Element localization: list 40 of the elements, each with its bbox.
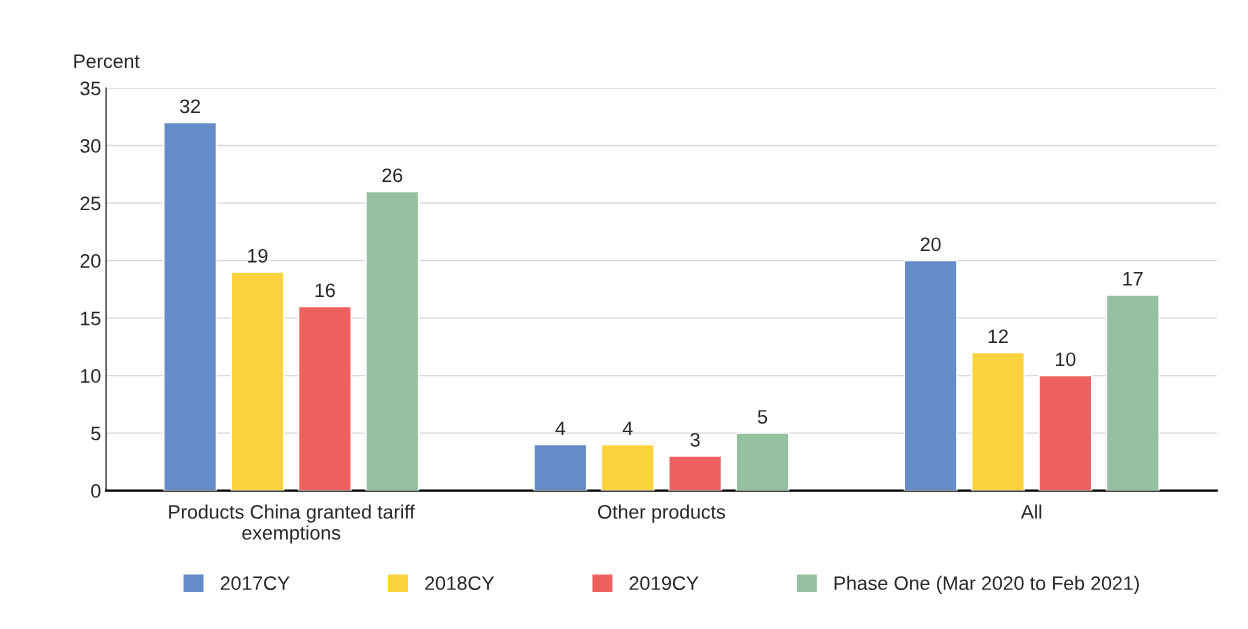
bar	[1105, 294, 1160, 491]
y-tick-label: 5	[91, 426, 101, 441]
x-tick-label: All	[1020, 504, 1042, 519]
data-label: 16	[315, 283, 335, 298]
data-label: 17	[1123, 272, 1143, 286]
data-label: 32	[180, 99, 200, 114]
data-label: 19	[248, 248, 268, 263]
data-label: 20	[920, 237, 941, 252]
legend-label: Phase One (Mar 2020 to Feb 2021)	[834, 575, 1139, 594]
bar	[230, 271, 285, 491]
y-axis-title: Percent	[74, 54, 140, 69]
x-tick-label: Products China granted tariff exemptions	[169, 504, 415, 544]
data-label: 3	[690, 432, 700, 447]
bar	[533, 443, 588, 491]
legend-label: 2019CY	[629, 576, 699, 591]
data-label: 26	[382, 168, 403, 183]
legend-label: 2017CY	[220, 576, 290, 591]
y-tick-label: 0	[91, 484, 101, 498]
data-label: 12	[988, 329, 1008, 344]
y-tick-label: 35	[80, 81, 101, 96]
bar	[600, 443, 655, 491]
data-label: 4	[622, 421, 633, 436]
bar	[365, 190, 420, 491]
bar	[297, 305, 352, 491]
data-label: 10	[1056, 352, 1076, 367]
x-tick-label: Other products	[598, 504, 726, 523]
legend-label: 2018CY	[425, 576, 495, 591]
bar	[735, 432, 790, 491]
y-tick-label: 10	[81, 369, 101, 383]
data-label: 5	[757, 410, 768, 424]
y-tick-label: 25	[80, 196, 101, 211]
bar	[163, 121, 218, 491]
data-label: 4	[555, 421, 566, 436]
y-tick-label: 15	[81, 311, 101, 326]
bar	[1038, 374, 1093, 491]
bar	[971, 351, 1025, 491]
y-tick-label: 20	[80, 254, 101, 268]
bar	[903, 259, 958, 491]
y-tick-label: 30	[80, 139, 101, 153]
bar	[668, 455, 723, 491]
